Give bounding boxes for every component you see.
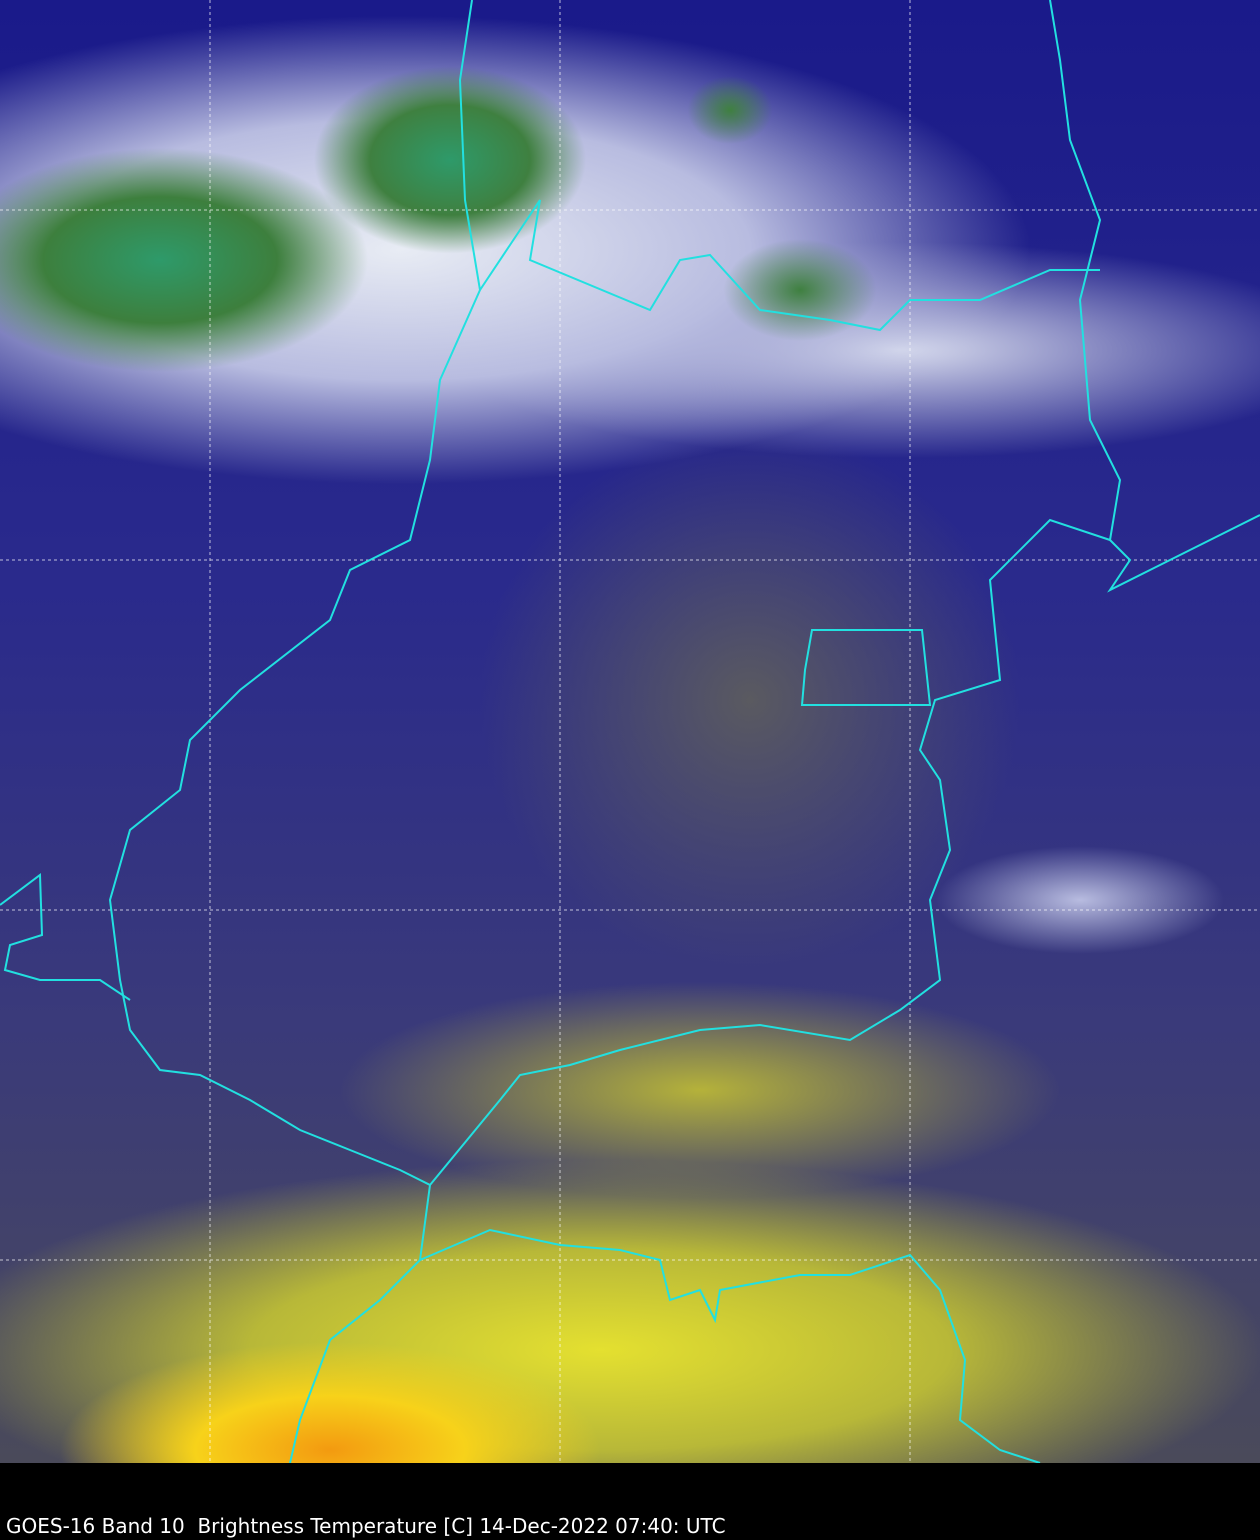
caption: GOES-16 Band 10 Brightness Temperature […: [6, 1514, 726, 1538]
country-borders: [0, 0, 1260, 1463]
map-overlay: [0, 0, 1260, 1463]
border-line: [419, 1228, 1041, 1463]
border-line: [800, 629, 932, 706]
border-line: [0, 873, 131, 1001]
border-line: [429, 0, 1122, 1186]
border-line: [1107, 514, 1260, 593]
satellite-image: [0, 0, 1260, 1463]
border-line: [108, 0, 482, 1463]
border-line: [479, 199, 1100, 332]
gridlines: [0, 0, 1260, 1463]
